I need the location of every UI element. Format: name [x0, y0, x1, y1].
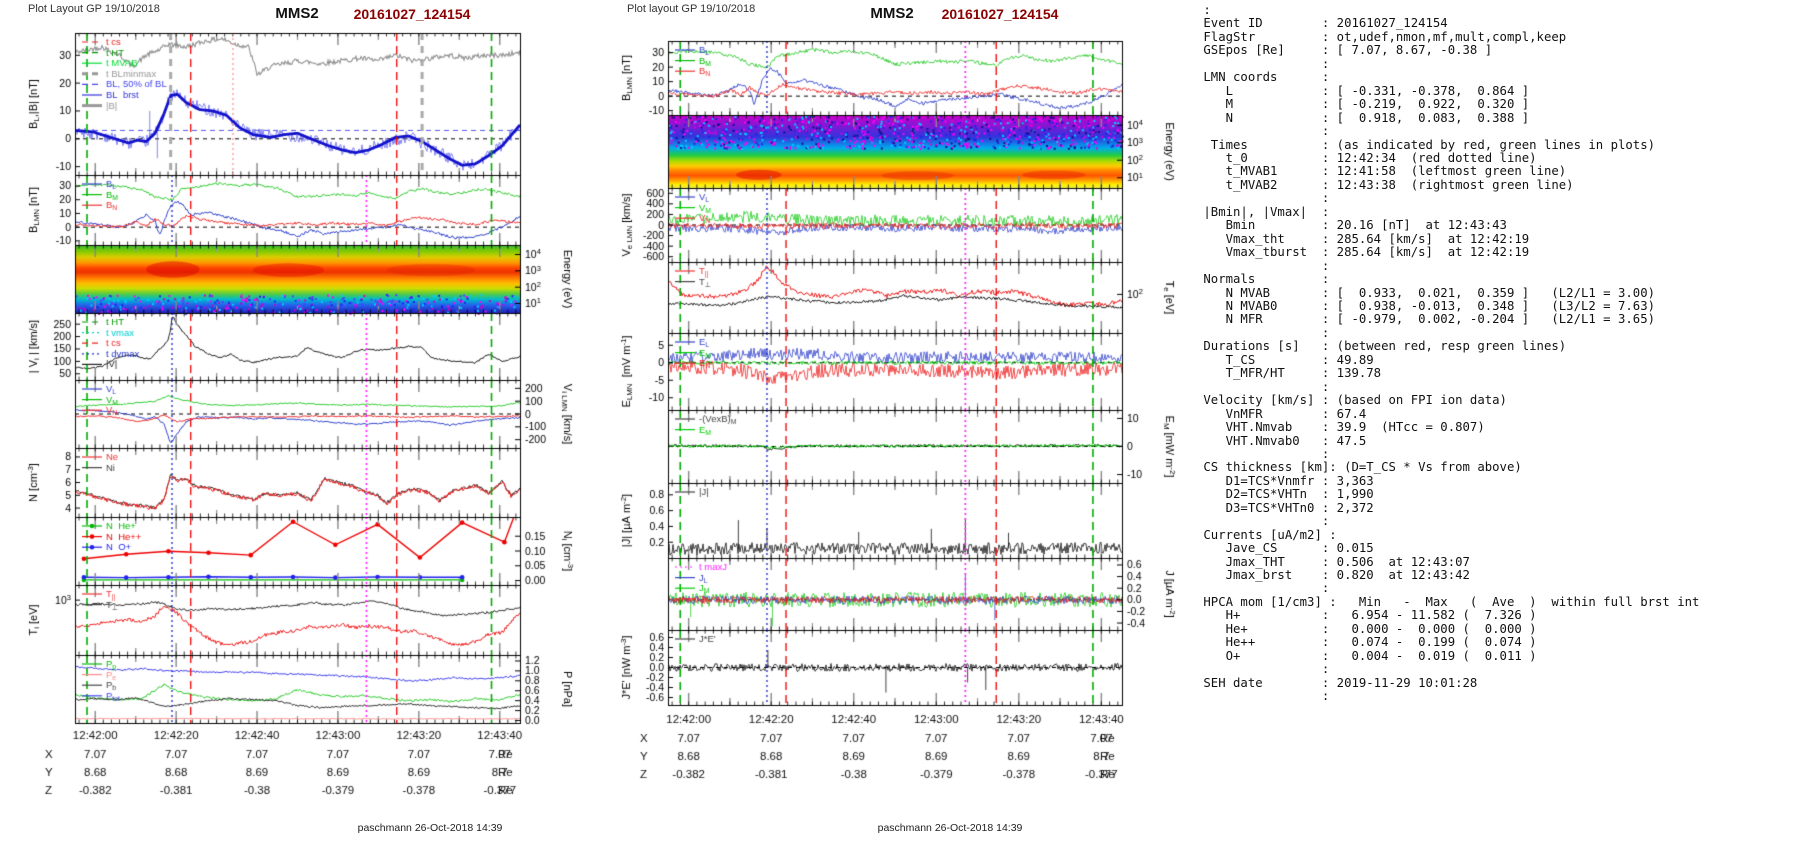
middle-plot-title: MMS2	[870, 5, 914, 22]
left-plot-layout-header: Plot Layout GP 19/10/2018	[28, 3, 160, 15]
middle-plot-footer: paschmann 26-Oct-2018 14:39	[877, 822, 1023, 834]
left-plot-title: MMS2	[275, 5, 319, 22]
middle-event-id: 20161027_124154	[941, 6, 1059, 22]
info-panel: : Event ID : 20161027_124154 FlagStr : o…	[1203, 3, 1700, 704]
middle-plot-layout-header: Plot layout GP 19/10/2018	[627, 3, 756, 15]
left-plot-footer: paschmann 26-Oct-2018 14:39	[357, 822, 503, 834]
left-event-id: 20161027_124154	[353, 6, 471, 22]
